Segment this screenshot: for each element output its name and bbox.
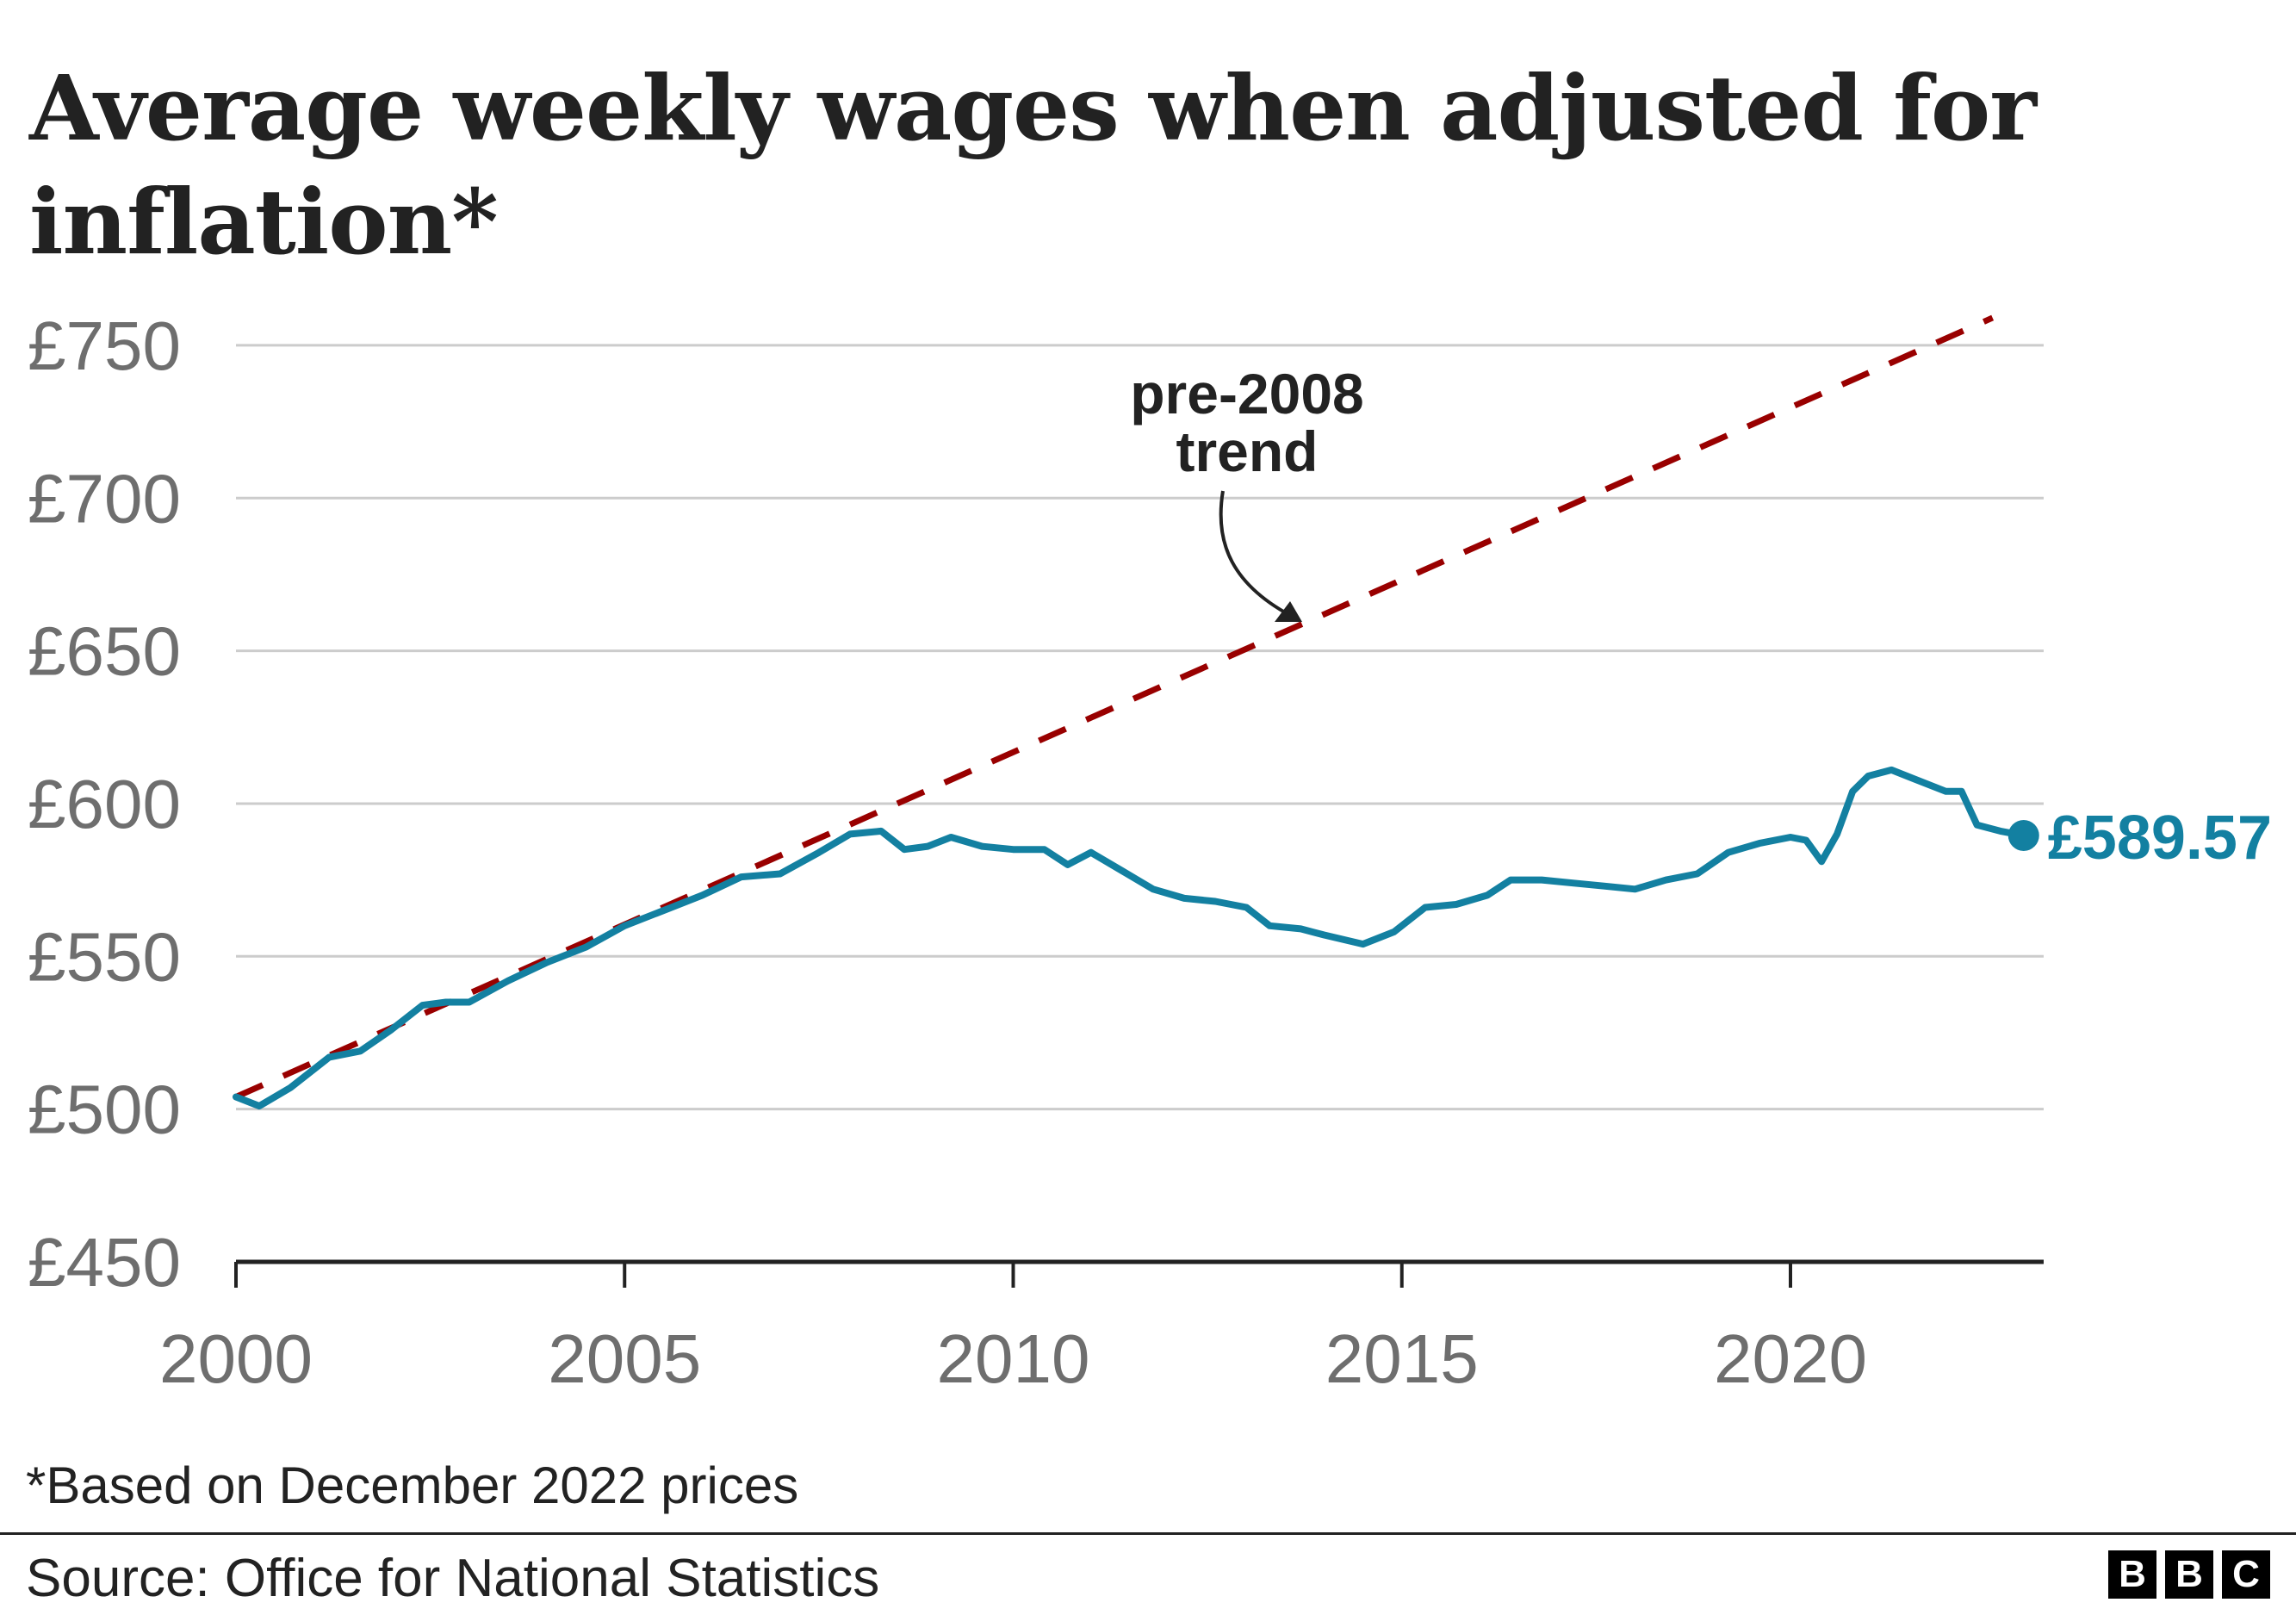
y-tick-label: £600	[28, 766, 181, 842]
y-tick-label: £750	[28, 307, 181, 384]
y-tick-label: £650	[28, 613, 181, 690]
x-tick-label: 2005	[548, 1320, 701, 1397]
line-chart: £450 £500 £550 £600 £650 £700 £750 2000 2005 201…	[28, 307, 2272, 1397]
bbc-logo: B B C	[2108, 1550, 2270, 1599]
series-group: £589.57	[233, 314, 2272, 1110]
logo-letter-b1: B	[2108, 1550, 2156, 1599]
gridlines	[236, 344, 2044, 1264]
trend-annotation-line1: pre-2008	[1130, 362, 1364, 425]
trend-line	[234, 314, 1995, 1100]
footnote: *Based on December 2022 prices	[26, 1457, 799, 1514]
trend-annotation-arrow	[1219, 490, 1297, 620]
arrow-head-icon	[1275, 601, 1302, 622]
source-note: Source: Office for National Statistics	[26, 1549, 880, 1608]
y-tick-label: £450	[28, 1224, 181, 1301]
chart-title: Average weekly wages when adjusted for i…	[29, 55, 2037, 275]
y-tick-label: £700	[28, 460, 181, 537]
end-point-marker	[2007, 819, 2039, 851]
divider	[0, 1532, 2296, 1535]
y-axis-ticks: £450 £500 £550 £600 £650 £700 £750	[28, 307, 181, 1301]
annotations: pre-2008 trend	[1130, 362, 1364, 622]
wages-line	[233, 766, 2027, 1110]
y-tick-label: £500	[28, 1071, 181, 1148]
trend-annotation-line2: trend	[1176, 419, 1319, 483]
logo-letter-c: C	[2222, 1550, 2270, 1599]
x-tick-label: 2020	[1714, 1320, 1867, 1397]
x-axis-ticks: 2000 2005 2010 2015 2020	[159, 1262, 1867, 1397]
logo-letter-b2: B	[2165, 1550, 2213, 1599]
x-tick-label: 2015	[1325, 1320, 1479, 1397]
x-tick-label: 2010	[937, 1320, 1090, 1397]
y-tick-label: £550	[28, 918, 181, 995]
x-tick-label: 2000	[159, 1320, 313, 1397]
end-value-label: £589.57	[2048, 804, 2272, 873]
